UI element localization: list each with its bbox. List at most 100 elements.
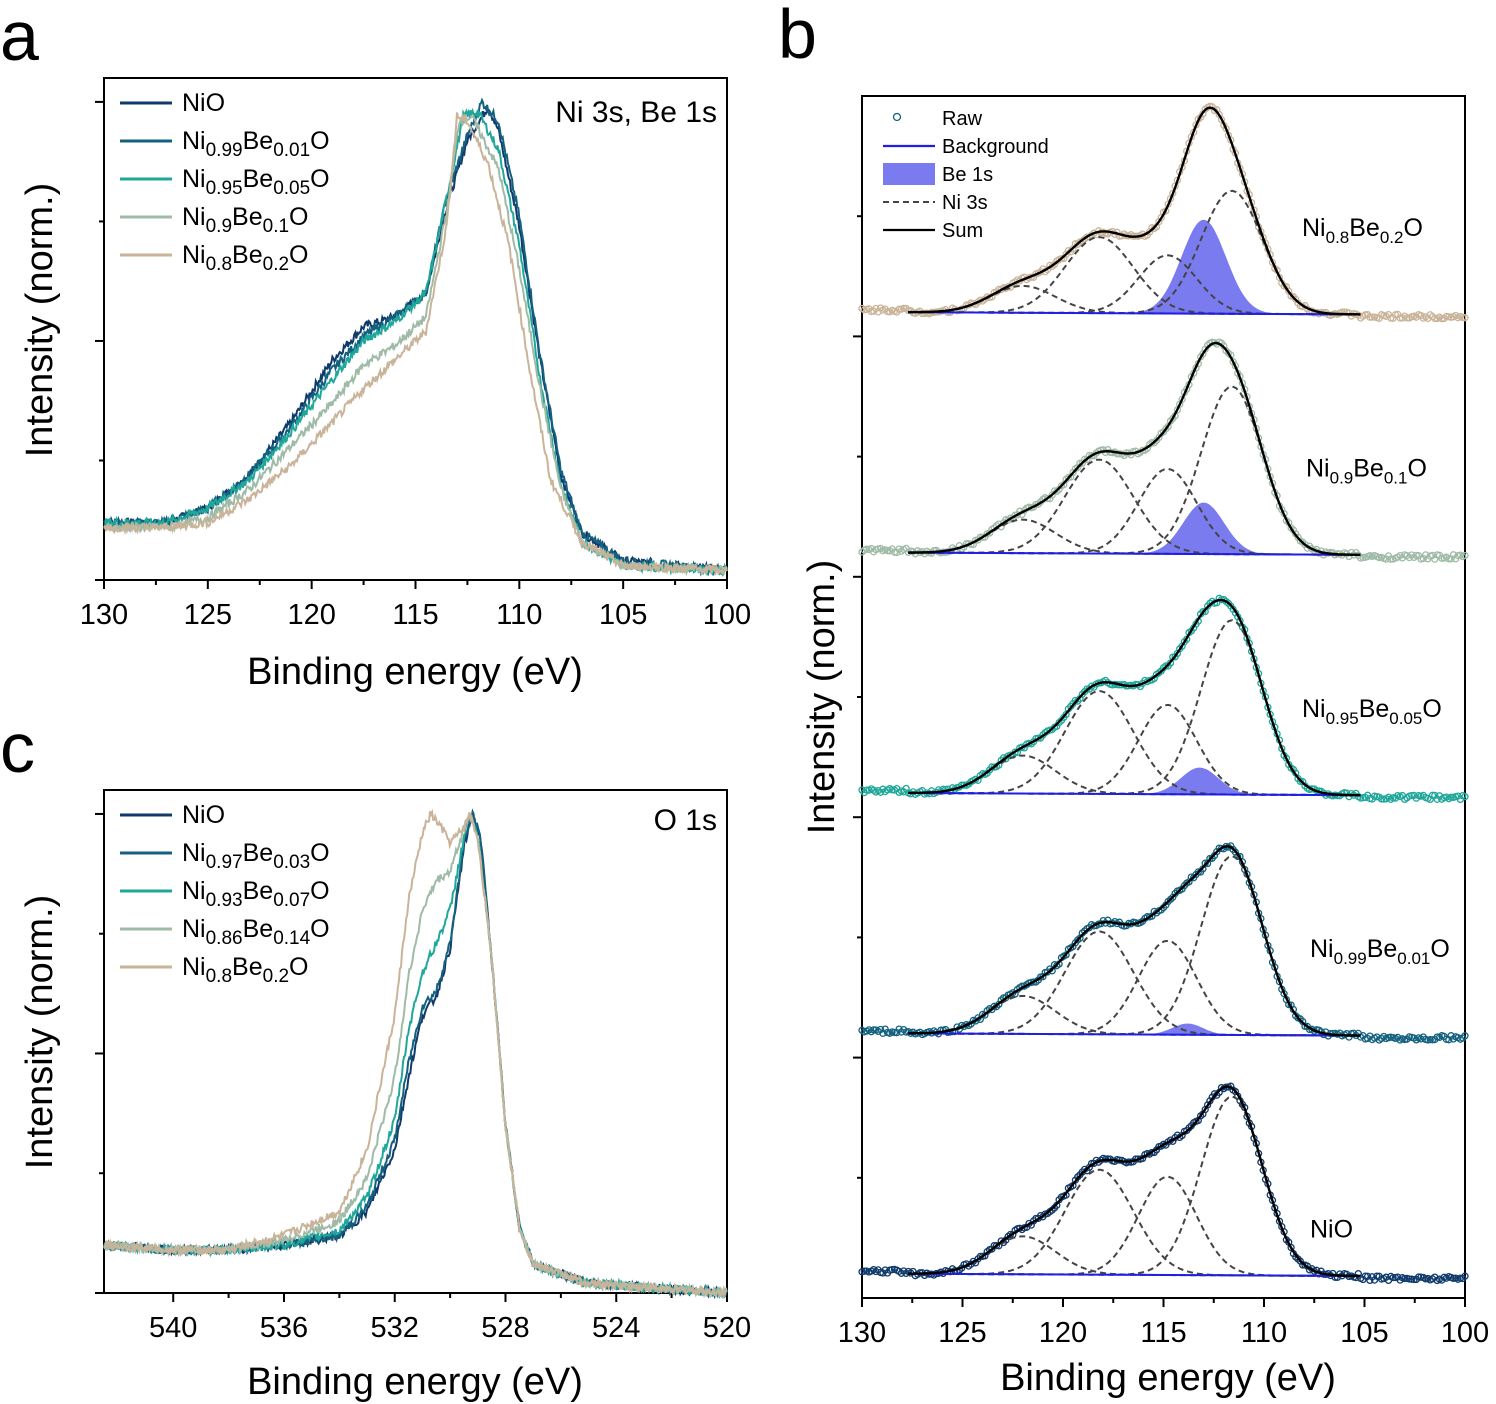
c-x-tick-label-524: 524 <box>592 1312 640 1344</box>
b-x-tick-label-100: 100 <box>1441 1317 1489 1349</box>
b-x-tick-label-125: 125 <box>938 1317 986 1349</box>
b-raw-point <box>1461 314 1469 322</box>
b-be1s-peak-ni0-8be0-2o <box>1120 219 1288 314</box>
c-legend-label-0: NiO <box>182 801 225 829</box>
b-raw-point <box>1461 1032 1469 1040</box>
b-raw-point <box>1199 607 1207 616</box>
b-spectrum-ni0-9be0-1o: Ni0.9Be0.1O <box>858 338 1469 563</box>
c-legend-label-3: Ni0.86Be0.14O <box>182 915 330 949</box>
b-x-tick-label-105: 105 <box>1340 1317 1388 1349</box>
b-sum-line-ni0-95be0-05o <box>908 598 1361 797</box>
panel-c-plot-frame <box>103 789 728 1294</box>
b-background-line-ni0-8be0-2o <box>908 311 1361 316</box>
b-raw-point <box>1461 551 1469 560</box>
panel-c-x-axis-label: Binding energy (eV) <box>247 1361 583 1403</box>
b-legend-be-1s-swatch <box>883 163 935 185</box>
b-raw-point <box>1405 1275 1413 1283</box>
b-raw-point <box>1366 1276 1374 1285</box>
b-x-tick-label-110: 110 <box>1241 1317 1287 1349</box>
panel-a-annotation: Ni 3s, Be 1s <box>555 96 717 129</box>
panel-c-legend: NiO Ni0.97Be0.03O Ni0.93Be0.07O Ni0.86Be0.1… <box>120 801 330 987</box>
panel-a-x-axis-label: Binding energy (eV) <box>247 651 583 693</box>
b-sum-line-ni0-99be0-01o <box>908 845 1361 1037</box>
b-raw-point <box>1287 1243 1295 1252</box>
a-x-tick-label-115: 115 <box>392 599 438 631</box>
a-x-tick-label-120: 120 <box>287 599 335 631</box>
c-legend-label-1: Ni0.97Be0.03O <box>182 839 330 873</box>
panel-c-letter: c <box>0 709 35 787</box>
panel-a-y-ticks <box>95 100 104 581</box>
b-raw-point <box>862 786 871 794</box>
b-legend-background-label: Background <box>942 136 1049 158</box>
panel-b-letter: b <box>778 0 817 73</box>
b-raw-point <box>1461 793 1469 801</box>
b-raw-point <box>1424 314 1432 323</box>
panel-b-stacked-spectra: Ni0.8Be0.2O Ni0.9Be0.1O Ni0.95Be0.05O Ni0.9… <box>858 102 1469 1285</box>
panel-a: a 130 125 120 115 110 105 100 NiO Ni0.99Be0.01O… <box>0 0 751 693</box>
b-raw-point <box>1396 314 1404 322</box>
b-raw-point <box>1387 555 1395 563</box>
b-sample-label-ni0-95be0-05o: Ni0.95Be0.05O <box>1302 695 1442 728</box>
c-x-tick-label-532: 532 <box>371 1312 419 1344</box>
panel-c-x-ticks: 540 536 532 528 524 520 <box>149 1293 751 1344</box>
b-raw-point <box>1377 795 1386 803</box>
b-legend-sum-label: Sum <box>942 220 983 242</box>
a-x-tick-label-125: 125 <box>184 599 232 631</box>
c-x-tick-label-536: 536 <box>260 1312 308 1344</box>
b-raw-point <box>1308 785 1316 793</box>
b-raw-point <box>860 1267 868 1275</box>
a-legend-label-0: NiO <box>182 89 225 117</box>
a-x-tick-label-130: 130 <box>80 599 128 631</box>
panel-a-y-axis-label: Intensity (norm.) <box>19 183 61 458</box>
b-sample-label-ni0-9be0-1o: Ni0.9Be0.1O <box>1306 454 1427 487</box>
a-x-tick-label-105: 105 <box>599 599 647 631</box>
b-raw-point <box>1445 555 1453 563</box>
b-raw-point <box>1419 554 1427 563</box>
a-series-line-ni0-8be0-2o <box>103 112 728 577</box>
panel-c: c 540 536 532 528 524 520 NiO Ni0.97Be0.03O Ni0… <box>0 709 751 1403</box>
b-raw-point <box>1389 1273 1397 1282</box>
c-x-tick-label-528: 528 <box>481 1312 529 1344</box>
a-legend-label-1: Ni0.99Be0.01O <box>182 127 330 161</box>
b-raw-point <box>1403 314 1411 322</box>
a-legend-label-2: Ni0.95Be0.05O <box>182 165 330 199</box>
b-raw-point <box>895 305 903 313</box>
b-be1s-peak-ni0-95be0-05o <box>1128 767 1271 795</box>
b-legend-raw-swatch <box>892 112 902 122</box>
b-spectrum-ni0-8be0-2o: Ni0.8Be0.2O <box>858 102 1469 323</box>
b-raw-point <box>883 547 892 555</box>
b-spectrum-ni0-95be0-05o: Ni0.95Be0.05O <box>858 594 1469 804</box>
b-spectrum-ni0-99be0-01o: Ni0.99Be0.01O <box>858 842 1469 1044</box>
b-sum-line-nio <box>908 1085 1361 1278</box>
b-legend-be-1s-label: Be 1s <box>942 164 993 186</box>
c-legend-label-4: Ni0.8Be0.2O <box>182 953 309 987</box>
panel-a-x-ticks: 130 125 120 115 110 105 100 <box>80 580 751 631</box>
b-raw-point <box>1366 313 1374 321</box>
a-legend-label-3: Ni0.9Be0.1O <box>182 203 309 237</box>
panel-c-y-axis-label: Intensity (norm.) <box>19 895 61 1170</box>
b-legend-ni-3s-label: Ni 3s <box>942 192 988 214</box>
b-raw-point <box>1461 1272 1469 1280</box>
panel-c-annotation: O 1s <box>654 804 717 837</box>
b-raw-point <box>985 529 994 537</box>
b-sample-label-ni0-8be0-2o: Ni0.8Be0.2O <box>1302 214 1423 247</box>
panel-b-y-ticks <box>853 215 862 1179</box>
b-x-tick-label-120: 120 <box>1039 1317 1087 1349</box>
b-x-tick-label-115: 115 <box>1140 1317 1186 1349</box>
panel-c-series <box>103 808 728 1300</box>
panel-b-x-ticks: 130 125 120 115 110 105 100 <box>838 1298 1489 1349</box>
c-series-line-ni0-8be0-2o <box>103 808 728 1298</box>
b-sum-line-ni0-9be0-1o <box>908 341 1361 556</box>
a-legend-label-4: Ni0.8Be0.2O <box>182 241 309 275</box>
b-sample-label-ni0-99be0-01o: Ni0.99Be0.01O <box>1310 935 1450 968</box>
panel-c-y-ticks <box>95 812 104 1294</box>
b-be1s-peak-ni0-9be0-1o <box>1126 502 1281 555</box>
b-background-line-ni0-99be0-01o <box>908 1032 1361 1037</box>
panel-a-legend: NiO Ni0.99Be0.01O Ni0.95Be0.05O Ni0.9Be0.1O… <box>120 89 330 275</box>
b-sum-line-ni0-8be0-2o <box>908 106 1361 316</box>
panel-b-x-axis-label: Binding energy (eV) <box>1000 1357 1336 1399</box>
b-be1s-peak-ni0-99be0-01o <box>1129 1023 1246 1035</box>
b-raw-point <box>893 1029 901 1037</box>
b-sample-label-nio: NiO <box>1310 1216 1353 1244</box>
